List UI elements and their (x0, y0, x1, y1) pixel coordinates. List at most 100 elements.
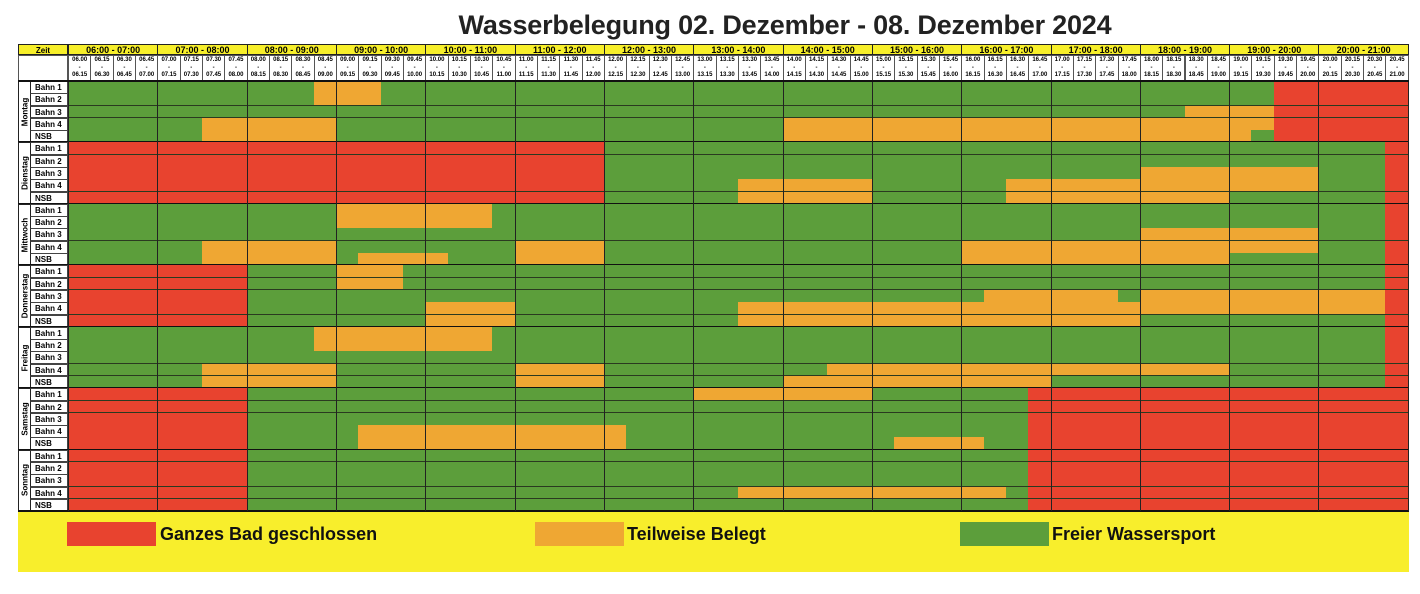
quarter-header: 13.15-13.30 (715, 55, 739, 81)
quarter-time: 06.15 (72, 72, 88, 78)
slot-cell (559, 154, 583, 168)
quarter-header: 13.45-14.00 (760, 55, 784, 81)
quarter-header: 09.00-09.15 (335, 55, 360, 81)
slot-cell (402, 425, 426, 438)
slot-cell (1005, 425, 1029, 438)
quarter-time: 07.45 (206, 72, 222, 78)
slot-cell (1095, 228, 1119, 242)
quarter-header: 11.30-11.45 (559, 55, 583, 81)
slot-cell (715, 81, 739, 94)
slot-cell (1162, 400, 1186, 414)
slot-cell (782, 351, 806, 365)
slot-cell (916, 142, 940, 156)
hour-header: 14:00 - 15:00 (782, 44, 873, 55)
slot-cell (380, 228, 404, 242)
slot-cell (581, 474, 605, 488)
quarter-header: 09.15-09.30 (358, 55, 382, 81)
quarter-header: 07.15-07.30 (179, 55, 203, 81)
slot-cell (224, 326, 248, 340)
slot-cell (1005, 474, 1029, 488)
slot-cell (715, 486, 739, 500)
slot-cell (581, 486, 605, 500)
slot-cell (938, 400, 962, 414)
slot-cell (1139, 81, 1163, 94)
slot-cell (425, 339, 449, 352)
slot-cell (313, 93, 337, 107)
slot-cell (1318, 93, 1342, 107)
slot-cell (1050, 277, 1074, 291)
slot-cell (670, 203, 694, 217)
slot-cell (90, 240, 114, 254)
slot-cell (938, 302, 962, 315)
quarter-header: 20.30-20.45 (1363, 55, 1387, 81)
slot-cell (804, 265, 828, 279)
slot-cell (983, 412, 1007, 426)
quarter-time: - (1306, 64, 1309, 71)
quarter-time: 18.30 (1188, 57, 1204, 63)
slot-cell (1251, 339, 1275, 352)
slot-cell (894, 486, 918, 500)
quarter-header: 14.45-15.00 (849, 55, 873, 81)
slot-cell (1005, 81, 1029, 94)
slot-cell (380, 388, 404, 402)
slot-cell (1050, 289, 1074, 303)
slot-cell (1072, 461, 1096, 475)
slot-cell (1251, 400, 1275, 414)
hour-divider (603, 81, 605, 512)
slot-cell (492, 474, 516, 488)
slot-cell (179, 339, 203, 352)
hour-header: 15:00 - 16:00 (871, 44, 963, 55)
slot-cell (380, 240, 404, 254)
slot-cell (1251, 154, 1275, 168)
slot-cell (1273, 326, 1297, 340)
slot-cell (134, 363, 158, 377)
quarter-header: 06.30-06.45 (112, 55, 136, 81)
quarter-time: 11.30 (563, 57, 579, 63)
slot-cell (90, 142, 114, 156)
slot-cell (760, 216, 784, 229)
slot-cell (581, 277, 605, 291)
slot-cell (983, 351, 1007, 365)
slot-cell (871, 388, 895, 402)
slot-cell (224, 412, 248, 426)
slot-cell (1206, 400, 1230, 414)
quarter-time: 16.15 (965, 72, 981, 78)
slot-cell (179, 240, 203, 254)
slot-cell (112, 351, 136, 365)
quarter-header: 16.00-16.15 (961, 55, 985, 81)
slot-cell (670, 412, 694, 426)
slot-cell (983, 326, 1007, 340)
slot-cell (648, 93, 672, 107)
slot-cell (268, 105, 292, 119)
slot-cell (68, 142, 91, 156)
slot-cell (134, 142, 158, 156)
slot-cell (1005, 302, 1029, 315)
slot-cell (335, 277, 359, 291)
quarter-time: - (569, 64, 572, 71)
slot-cell (916, 105, 940, 119)
slot-cell (447, 339, 471, 352)
slot-cell (224, 289, 248, 303)
slot-cell (246, 81, 270, 94)
slot-cell (201, 339, 225, 352)
quarter-time: 07.15 (161, 72, 177, 78)
slot-cell (983, 302, 1007, 315)
slot-cell (1117, 425, 1141, 438)
slot-cell (1363, 142, 1387, 156)
slot-cell (514, 228, 538, 242)
slot-cell (1385, 142, 1409, 156)
slot-cell (581, 167, 605, 180)
slot-cell (737, 388, 761, 402)
slot-cell (246, 265, 270, 279)
slot-cell (983, 474, 1007, 488)
quarter-time: 17.30 (1077, 72, 1093, 78)
slot-cell (1206, 228, 1230, 242)
slot-cell (715, 105, 739, 119)
slot-cell (559, 474, 583, 488)
slot-cell (760, 265, 784, 279)
slot-cell (916, 117, 940, 131)
lane-label: Bahn 4 (30, 302, 68, 315)
slot-cell (1229, 388, 1253, 402)
slot-cell (1117, 105, 1141, 119)
slot-cell (603, 117, 627, 131)
